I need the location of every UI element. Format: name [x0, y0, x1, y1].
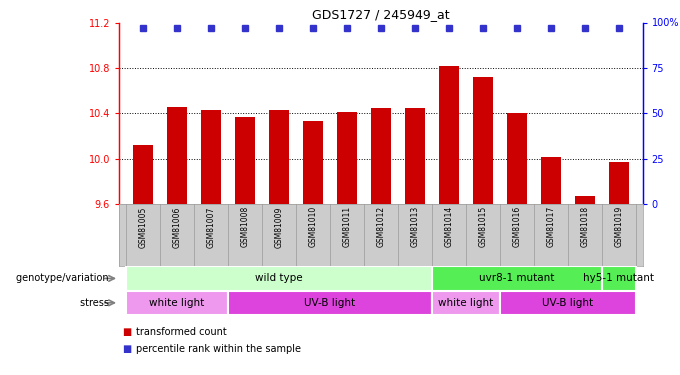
- Text: percentile rank within the sample: percentile rank within the sample: [136, 344, 301, 354]
- Text: wild type: wild type: [255, 273, 303, 284]
- Bar: [432, 291, 500, 315]
- Bar: [541, 157, 561, 204]
- Bar: [201, 110, 221, 204]
- Bar: [432, 266, 602, 291]
- Bar: [235, 117, 255, 204]
- Text: GSM81013: GSM81013: [410, 206, 420, 248]
- Text: GSM81010: GSM81010: [308, 206, 318, 248]
- Text: GSM81009: GSM81009: [274, 206, 284, 248]
- Text: GSM81006: GSM81006: [172, 206, 182, 248]
- Text: GSM81019: GSM81019: [614, 206, 624, 248]
- Text: GSM81018: GSM81018: [580, 206, 590, 248]
- Text: GSM81015: GSM81015: [478, 206, 488, 248]
- Bar: [167, 106, 187, 204]
- Text: GSM81014: GSM81014: [444, 206, 454, 248]
- Bar: [609, 162, 629, 204]
- Bar: [133, 145, 153, 204]
- Bar: [500, 291, 636, 315]
- Bar: [126, 291, 228, 315]
- Text: UV-B light: UV-B light: [542, 298, 594, 308]
- Text: GSM81012: GSM81012: [376, 206, 386, 248]
- Text: transformed count: transformed count: [136, 327, 226, 337]
- Text: ■: ■: [122, 327, 132, 337]
- Text: white light: white light: [149, 298, 205, 308]
- Text: GSM81005: GSM81005: [138, 206, 148, 248]
- Bar: [371, 108, 391, 204]
- Bar: [575, 196, 595, 204]
- Text: GSM81008: GSM81008: [240, 206, 250, 248]
- Text: uvr8-1 mutant: uvr8-1 mutant: [479, 273, 554, 284]
- Title: GDS1727 / 245949_at: GDS1727 / 245949_at: [312, 8, 449, 21]
- Bar: [337, 112, 357, 204]
- Bar: [269, 110, 289, 204]
- Bar: [405, 108, 425, 204]
- Bar: [228, 291, 432, 315]
- Text: genotype/variation: genotype/variation: [16, 273, 112, 284]
- Text: GSM81016: GSM81016: [512, 206, 522, 248]
- Text: white light: white light: [438, 298, 494, 308]
- Text: GSM81011: GSM81011: [342, 206, 352, 248]
- Text: GSM81017: GSM81017: [546, 206, 556, 248]
- Text: hy5-1 mutant: hy5-1 mutant: [583, 273, 654, 284]
- Text: UV-B light: UV-B light: [304, 298, 356, 308]
- Text: GSM81007: GSM81007: [206, 206, 216, 248]
- Bar: [439, 66, 459, 204]
- Bar: [126, 266, 432, 291]
- Text: ■: ■: [122, 344, 132, 354]
- Bar: [303, 122, 323, 204]
- Bar: [473, 77, 493, 204]
- Bar: [507, 113, 527, 204]
- Bar: [602, 266, 636, 291]
- Text: stress: stress: [80, 298, 112, 308]
